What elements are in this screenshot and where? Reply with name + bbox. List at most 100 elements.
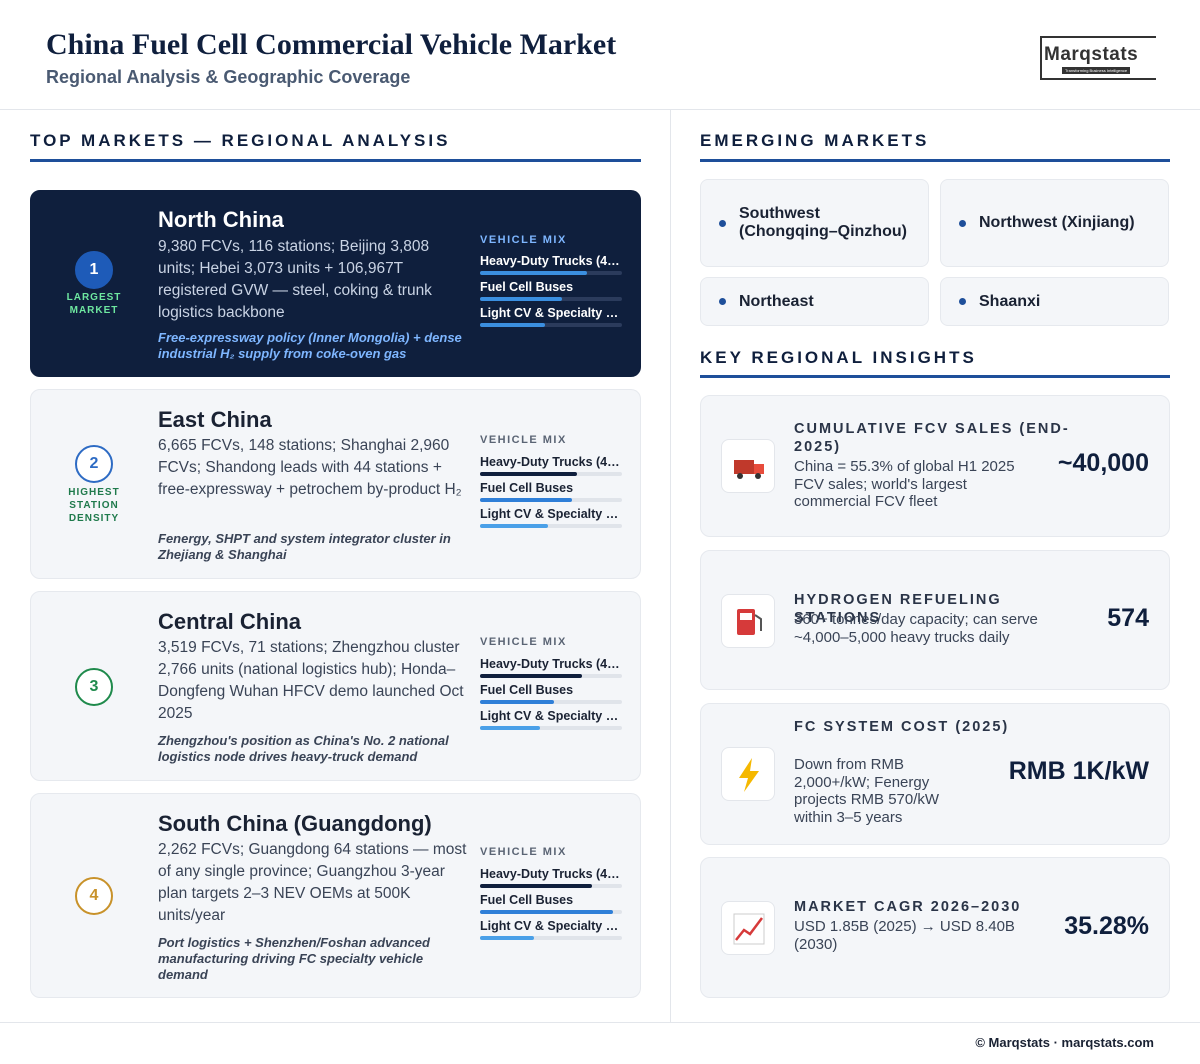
rule [30,159,641,162]
mix-track [480,936,622,940]
mix-label: Fuel Cell Buses [480,893,574,907]
region-card: 3 Central China 3,519 FCVs, 71 stations; Z… [30,591,641,781]
insight-text: USD 1.85B (2025) → USD 8.40B (2030) [794,918,1015,953]
mix-track [480,726,622,730]
region-card: 1 LARGEST MARKET North China 9,380 FCVs, 11… [30,190,641,377]
insight-value: 35.28% [1064,912,1149,940]
mix-label: Heavy-Duty Trucks (4… [480,455,620,469]
insight-title: CUMULATIVE FCV SALES (END-2025) [794,421,1070,455]
insight-text: 360+ tonnes/day capacity; can serve ~4,0… [794,611,1038,646]
rank-label: HIGHEST STATION DENSITY [68,487,120,524]
mix-bar [480,726,540,730]
mix-bar [480,884,593,888]
mix-track [480,271,622,275]
mix-track [480,297,622,301]
mix-track [480,700,622,704]
region-description: 6,665 FCVs, 148 stations; Shanghai 2,960… [158,437,462,498]
rule [700,375,1170,378]
mix-label: Light CV & Specialty … [480,709,619,723]
mix-bar [480,271,587,275]
mix-track [480,910,622,914]
mix-label: Light CV & Specialty … [480,306,619,320]
region-card: 4 South China (Guangdong) 2,262 FCVs; Guan… [30,793,641,998]
insight-icon [721,439,775,493]
insight-text: China = 55.3% of global H1 2025 FCV sale… [794,458,1015,510]
rank-badge: 4 [75,877,113,915]
logo-name: Marqstats [1044,44,1139,65]
mix-track [480,323,622,327]
insight-card: FC SYSTEM COST (2025) Down from RMB 2,000… [700,703,1170,845]
mix-bar [480,700,554,704]
insight-icon [721,747,775,801]
footer-text: © Marqstats · marqstats.com [975,1035,1154,1050]
section-heading: KEY REGIONAL INSIGHTS [700,348,977,367]
mix-track [480,472,622,476]
page-title: China Fuel Cell Commercial Vehicle Marke… [46,28,617,61]
mix-bar [480,936,534,940]
insight-value: ~40,000 [1057,449,1149,477]
mix-bar [480,297,563,301]
rule [700,159,1170,162]
insight-card: CUMULATIVE FCV SALES (END-2025) China = 5… [700,395,1170,537]
insight-text: Down from RMB 2,000+/kW; Fenergy project… [794,756,940,826]
region-note: Fenergy, SHPT and system integrator clus… [158,531,451,562]
region-card: 2 HIGHEST STATION DENSITY East China 6,665 … [30,389,641,579]
mix-label: Heavy-Duty Trucks (4… [480,867,620,881]
mix-bar [480,524,549,528]
region-note: Zhengzhou's position as China's No. 2 na… [158,733,449,764]
rank-label: LARGEST MARKET [66,292,122,316]
region-description: 9,380 FCVs, 116 stations; Beijing 3,808 … [158,238,432,321]
mix-heading: VEHICLE MIX [480,434,567,446]
logo: Marqstats Transforming Business Intellige… [1040,36,1156,80]
mix-label: Heavy-Duty Trucks (4… [480,657,620,671]
region-name: East China [158,407,272,432]
region-name: South China (Guangdong) [158,811,432,836]
mix-track [480,524,622,528]
region-note: Port logistics + Shenzhen/Foshan advance… [158,935,430,982]
mix-bar [480,472,577,476]
logo-tagline: Transforming Business Intelligence [1062,67,1131,74]
insight-title: FC SYSTEM COST (2025) [794,719,1010,735]
region-name: North China [158,207,284,232]
mix-label: Fuel Cell Buses [480,481,574,495]
mix-label: Light CV & Specialty … [480,507,619,521]
mix-track [480,884,622,888]
insight-title: HYDROGEN REFUELING STATIONS [794,592,1002,626]
emerging-market: Southwest (Chongqing–Qinzhou) [700,179,929,267]
mix-bar [480,674,583,678]
emerging-market: Northeast [700,277,929,326]
insight-card: HYDROGEN REFUELING STATIONS 360+ tonnes/d… [700,550,1170,690]
region-description: 3,519 FCVs, 71 stations; Zhengzhou clust… [158,639,464,722]
insight-value: 574 [1107,604,1149,632]
section-heading: TOP MARKETS — REGIONAL ANALYSIS [30,131,451,150]
mix-track [480,498,622,502]
mix-label: Fuel Cell Buses [480,683,574,697]
mix-label: Fuel Cell Buses [480,280,574,294]
region-note: Free-expressway policy (Inner Mongolia) … [158,330,462,361]
footer [0,1022,1200,1064]
insight-value: RMB 1K/kW [1008,757,1149,785]
insight-icon [721,901,775,955]
region-description: 2,262 FCVs; Guangdong 64 stations — most… [158,841,467,924]
mix-track [480,674,622,678]
mix-heading: VEHICLE MIX [480,846,567,858]
header [0,0,1200,110]
rank-badge: 1 [75,251,113,289]
mix-heading: VEHICLE MIX [480,636,567,648]
rank-badge: 2 [75,445,113,483]
divider [670,110,671,1022]
mix-bar [480,498,573,502]
emerging-market: Shaanxi [940,277,1169,326]
insight-title: MARKET CAGR 2026–2030 [794,899,1022,915]
insight-icon [721,594,775,648]
mix-label: Heavy-Duty Trucks (4… [480,254,620,268]
page-subtitle: Regional Analysis & Geographic Coverage [46,67,411,87]
emerging-market: Northwest (Xinjiang) [940,179,1169,267]
mix-bar [480,323,546,327]
mix-bar [480,910,614,914]
section-heading: EMERGING MARKETS [700,131,930,150]
rank-badge: 3 [75,668,113,706]
mix-heading: VEHICLE MIX [480,234,567,246]
insight-card: MARKET CAGR 2026–2030 USD 1.85B (2025) → … [700,857,1170,998]
